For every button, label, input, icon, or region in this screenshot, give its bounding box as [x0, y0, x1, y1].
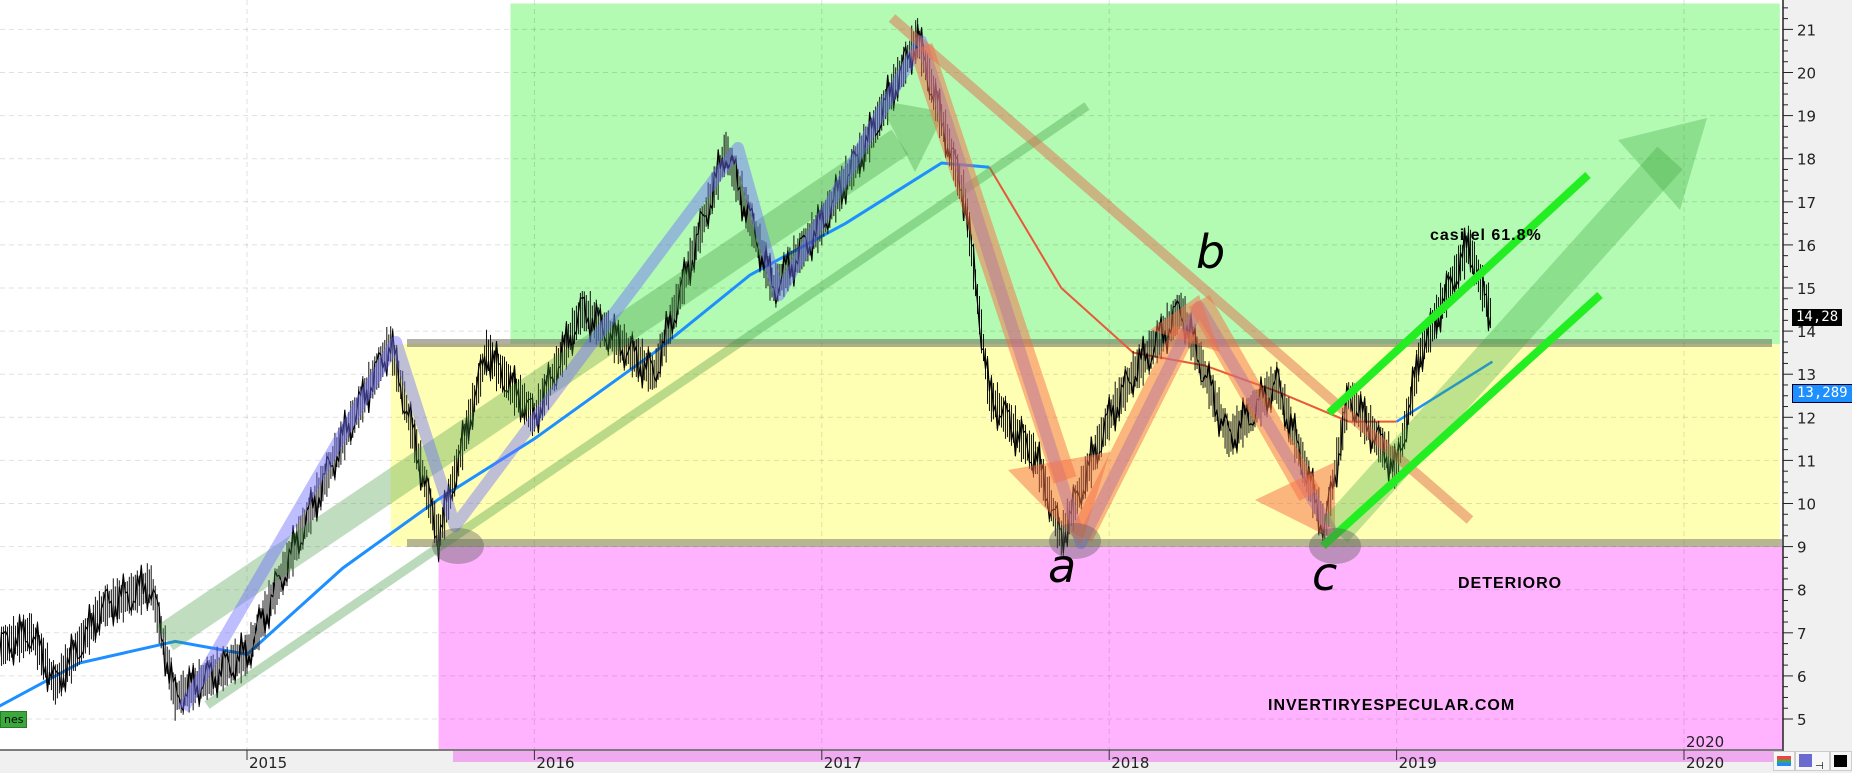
y-tick-label: 5 [1797, 711, 1807, 729]
inner-year-label: 2020 [1686, 733, 1724, 751]
y-tick-label: 13 [1797, 366, 1816, 384]
watermark: INVERTIRYESPECULAR.COM [1268, 697, 1515, 714]
y-tick-label: 16 [1797, 237, 1816, 255]
y-tick-label: 20 [1797, 65, 1816, 83]
wave-c-label: c [1312, 547, 1337, 601]
x-tick-label: 2015 [249, 754, 287, 771]
ma-value-tag: 13,289 [1792, 384, 1852, 403]
black-swatch-icon [1834, 755, 1847, 767]
y-tick-label: 6 [1797, 668, 1807, 686]
y-tick-label: 8 [1797, 582, 1807, 600]
fib-annotation: casi el 61.8% [1430, 227, 1542, 244]
y-tick-label: 17 [1797, 194, 1816, 212]
x-tick-label: 2018 [1111, 754, 1149, 771]
y-tick-label: 21 [1797, 21, 1816, 39]
x-tick-label: 2016 [536, 754, 574, 771]
save-icon [1799, 754, 1812, 767]
last-price-tag: 14,28 [1792, 309, 1842, 326]
pin-icon: ⊣ [1815, 761, 1824, 772]
y-tick-label: 19 [1797, 108, 1816, 126]
wave-a-label: a [1048, 539, 1076, 593]
y-tick-label: 18 [1797, 151, 1816, 169]
y-tick-label: 15 [1797, 280, 1816, 298]
y-tick-label: 9 [1797, 539, 1807, 557]
deterioro-annotation: DETERIORO [1458, 575, 1562, 592]
y-tick-label: 12 [1797, 409, 1816, 427]
y-tick-label: 10 [1797, 496, 1816, 514]
x-tick-label: 2019 [1399, 754, 1437, 771]
indicator-badge: nes [0, 711, 27, 728]
wave-b-label: b [1196, 225, 1225, 279]
save-button[interactable]: ⊣ [1795, 751, 1830, 771]
low-marker [432, 528, 484, 564]
x-tick-label: 2020 [1686, 754, 1724, 771]
x-tick-label: 2017 [824, 754, 862, 771]
palette-icon [1777, 756, 1791, 766]
y-tick-label: 11 [1797, 452, 1816, 470]
y-tick-label: 7 [1797, 625, 1807, 643]
color-button[interactable] [1830, 751, 1852, 771]
palette-button[interactable] [1773, 751, 1795, 771]
